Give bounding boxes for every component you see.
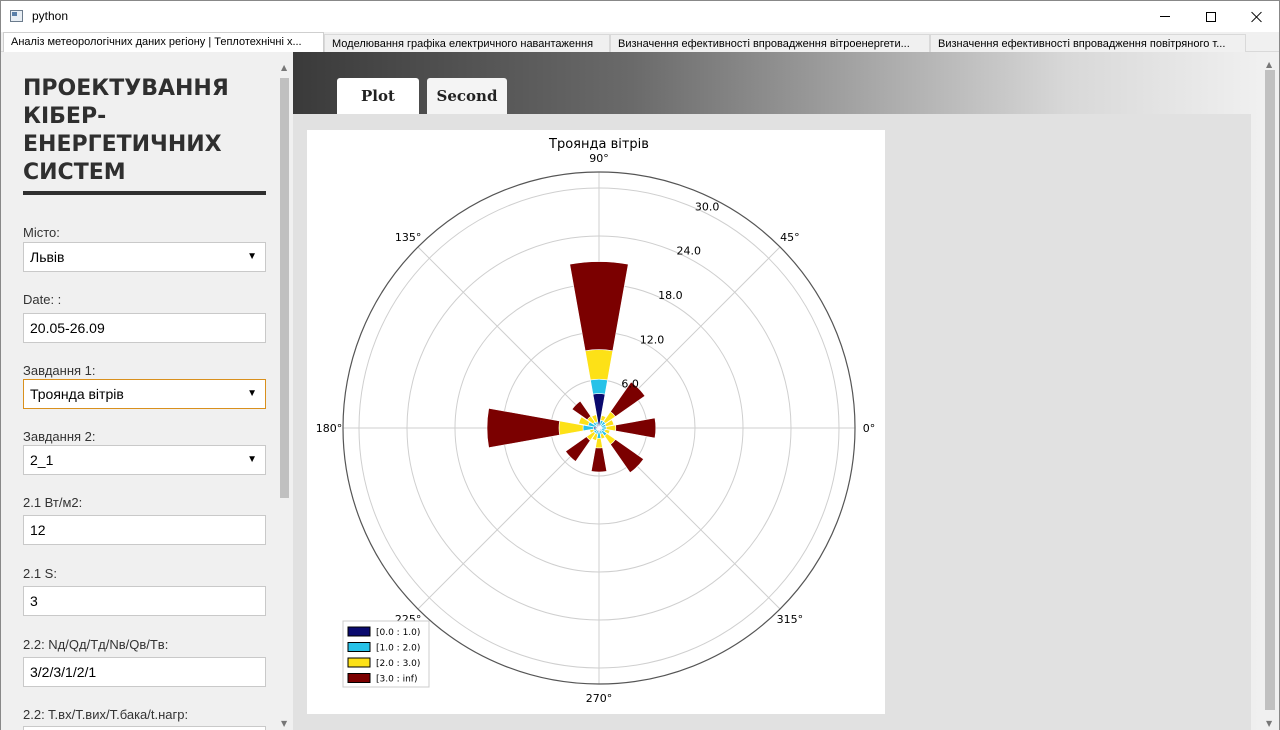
rose-bar-segment	[604, 419, 615, 427]
grid-spoke	[417, 427, 600, 610]
tab-second[interactable]: Second	[427, 78, 507, 114]
rose-bar-segment	[603, 429, 611, 435]
angle-label: 180°	[316, 422, 343, 435]
task2-select-value: 2_1	[30, 452, 54, 468]
dropdown-arrow-icon: ▼	[247, 388, 257, 399]
rose-bar-segment	[569, 261, 629, 352]
legend-swatch	[347, 642, 371, 652]
rose-bar-segment	[591, 414, 598, 424]
angle-label: 315°	[777, 613, 804, 626]
rose-bar-segment	[600, 432, 606, 440]
legend-label: [2.0 : 3.0)	[376, 659, 420, 669]
content-area: ПРОЕКТУВАННЯ КІБЕР-ЕНЕРГЕТИЧНИХ СИСТЕМ М…	[1, 52, 1279, 730]
sidebar-scroll-thumb[interactable]	[280, 78, 289, 498]
rose-bar-segment	[578, 416, 590, 426]
rose-bar-segment	[610, 381, 646, 417]
scroll-up-icon[interactable]: ▲	[281, 63, 288, 72]
minimize-button[interactable]	[1142, 1, 1188, 32]
rose-bar-segment	[610, 439, 645, 474]
task1-select[interactable]: Троянда вітрів ▼	[23, 379, 266, 409]
close-icon	[1251, 11, 1263, 23]
window-title: python	[32, 9, 69, 23]
date-input[interactable]: 20.05-26.09	[23, 313, 266, 343]
dropdown-arrow-icon: ▼	[247, 251, 257, 262]
windrose-figure: Троянда вітрів 6.0 12.0 18.0 24.0 30.0 0° 45° 9…	[307, 130, 885, 714]
radial-tick-label: 12.0	[640, 333, 665, 346]
p21w-input[interactable]: 12	[23, 515, 266, 545]
main-tab-band: Plot Second	[293, 52, 1261, 114]
city-select[interactable]: Львів ▼	[23, 242, 266, 272]
rose-bar-segment	[591, 432, 598, 441]
rose-bar-segment	[600, 415, 607, 422]
tab-air-heat[interactable]: Визначення ефективності впровадження пов…	[930, 34, 1246, 52]
legend-label: [1.0 : 2.0)	[376, 644, 420, 654]
main-panel: Plot Second Троянда вітрів 6.0 12.0 18.0 24…	[293, 52, 1261, 730]
dropdown-arrow-icon: ▼	[247, 454, 257, 465]
task2-label: Завдання 2:	[23, 429, 96, 444]
task1-label: Завдання 1:	[23, 363, 96, 378]
p22t-label: 2.2: T.вх/T.вих/T.бака/t.нагр:	[23, 707, 189, 722]
p21w-label: 2.1 Вт/м2:	[23, 495, 83, 510]
main-scrollbar[interactable]: ▲ ▼	[1263, 60, 1277, 730]
angle-label: 90°	[589, 152, 609, 165]
tab-wind-energy[interactable]: Визначення ефективності впровадження віт…	[610, 34, 930, 52]
top-tab-bar: Аналіз метеорологічних даних регіону | Т…	[1, 32, 1279, 52]
outer-circle	[342, 171, 856, 685]
p21s-input[interactable]: 3	[23, 586, 266, 616]
scroll-down-icon[interactable]: ▼	[281, 719, 288, 728]
legend-swatch	[347, 657, 371, 668]
maximize-button[interactable]	[1188, 1, 1234, 32]
radial-tick-label: 24.0	[676, 245, 701, 258]
rose-bar-segment	[571, 400, 592, 421]
angle-label: 270°	[586, 692, 613, 705]
grid-spoke	[417, 246, 600, 429]
angle-label: 0°	[863, 422, 876, 435]
rose-bar-segment	[590, 447, 608, 473]
close-button[interactable]	[1234, 1, 1280, 32]
city-label: Місто:	[23, 225, 60, 240]
task2-select[interactable]: 2_1 ▼	[23, 445, 266, 475]
scroll-down-icon[interactable]: ▼	[1266, 719, 1273, 728]
legend-swatch	[347, 626, 371, 637]
p21s-label: 2.1 S:	[23, 566, 57, 581]
python-app-icon	[10, 10, 23, 22]
sidebar-panel: ПРОЕКТУВАННЯ КІБЕР-ЕНЕРГЕТИЧНИХ СИСТЕМ М…	[11, 61, 291, 730]
legend-swatch	[347, 673, 371, 683]
p22t-input[interactable]	[23, 726, 266, 730]
sidebar-title: ПРОЕКТУВАННЯ КІБЕР-ЕНЕРГЕТИЧНИХ СИСТЕМ	[23, 76, 229, 185]
p22n-input[interactable]: 3/2/3/1/2/1	[23, 657, 266, 687]
tab-weather-analysis[interactable]: Аналіз метеорологічних даних регіону | Т…	[3, 32, 324, 52]
title-bar: python	[1, 1, 1279, 32]
city-select-value: Львів	[30, 249, 65, 265]
radial-tick-label: 30.0	[695, 200, 720, 213]
windrose-chart: Троянда вітрів 6.0 12.0 18.0 24.0 30.0 0° 45° 9…	[316, 137, 876, 705]
rose-bar-segment	[589, 428, 595, 434]
plot-area: Троянда вітрів 6.0 12.0 18.0 24.0 30.0 0° 45° 9…	[293, 114, 1251, 730]
radial-tick-label: 18.0	[658, 289, 683, 302]
title-divider	[23, 191, 266, 195]
legend-label: [0.0 : 1.0)	[376, 628, 420, 638]
rose-bar-segment	[584, 349, 614, 381]
rose-bar-segment	[565, 436, 591, 462]
scroll-up-icon[interactable]: ▲	[1266, 60, 1273, 69]
rose-bar-segment	[615, 417, 657, 439]
date-label: Date: :	[23, 292, 62, 307]
minimize-icon	[1160, 16, 1170, 17]
maximize-icon	[1206, 11, 1216, 22]
sidebar-scroll-content: ПРОЕКТУВАННЯ КІБЕР-ЕНЕРГЕТИЧНИХ СИСТЕМ М…	[11, 61, 277, 730]
main-scroll-thumb[interactable]	[1265, 70, 1275, 710]
radial-tick-label: 6.0	[621, 378, 639, 391]
rose-bar-segment	[590, 378, 608, 395]
tab-load-modeling[interactable]: Моделювання графіка електричного наванта…	[324, 34, 610, 52]
sidebar-scrollbar[interactable]: ▲ ▼	[278, 61, 291, 730]
tab-plot[interactable]: Plot	[337, 78, 419, 114]
legend-label: [3.0 : inf)	[376, 675, 417, 685]
task1-select-value: Троянда вітрів	[30, 386, 124, 402]
angle-label: 45°	[780, 231, 800, 244]
rose-bar-segment	[486, 407, 560, 449]
chart-title: Троянда вітрів	[548, 137, 649, 152]
angle-label: 135°	[395, 231, 422, 244]
p22n-label: 2.2: Nд/Qд/Tд/Nв/Qв/Tв:	[23, 637, 169, 652]
